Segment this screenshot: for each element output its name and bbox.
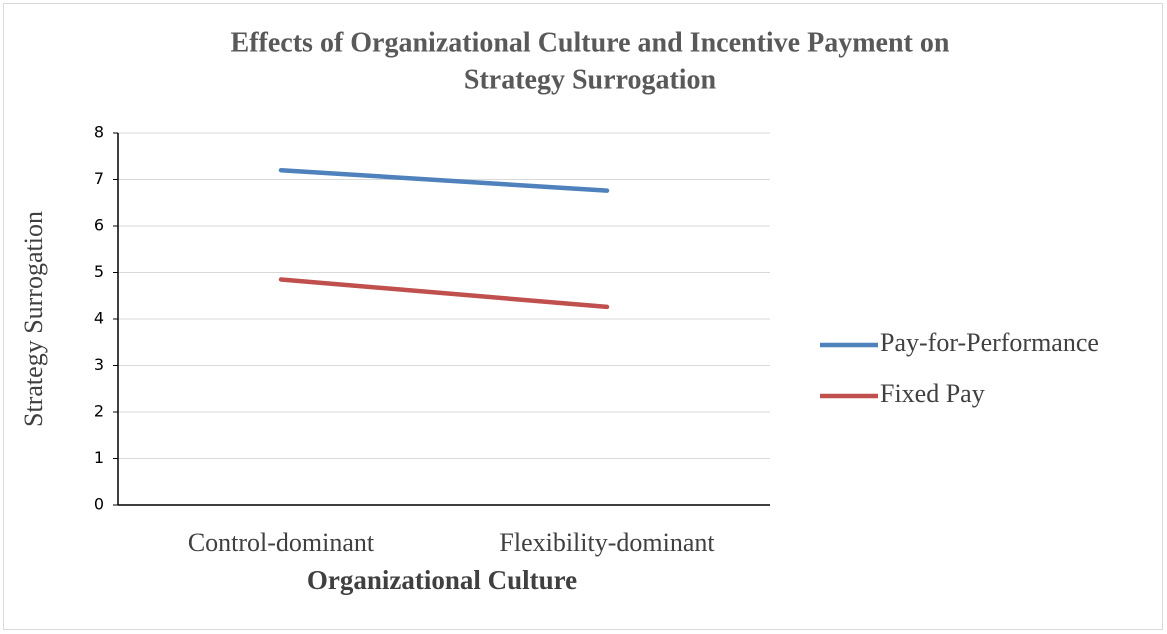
- y-tick-label: 6: [94, 216, 104, 235]
- y-tick-label: 5: [94, 262, 104, 281]
- chart-title: Effects of Organizational Culture and In…: [231, 27, 950, 58]
- x-tick-label: Control-dominant: [188, 528, 375, 557]
- x-tick-label: Flexibility-dominant: [499, 528, 715, 557]
- series-line: [278, 167, 610, 193]
- y-tick-label: 1: [94, 448, 104, 467]
- legend-label: Pay-for-Performance: [880, 328, 1099, 357]
- x-axis-title: Organizational Culture: [307, 565, 577, 595]
- chart-border: [3, 3, 1163, 630]
- y-tick-label: 0: [94, 495, 104, 514]
- y-tick-label: 4: [94, 309, 104, 328]
- y-tick-label: 2: [94, 402, 104, 421]
- y-tick-label: 7: [94, 169, 104, 188]
- chart-title: Strategy Surrogation: [464, 64, 717, 95]
- y-axis-title: Strategy Surrogation: [19, 211, 48, 427]
- legend-label: Fixed Pay: [880, 379, 985, 408]
- series-line: [278, 277, 610, 310]
- y-tick-label: 3: [94, 355, 104, 374]
- y-tick-label: 8: [94, 123, 104, 142]
